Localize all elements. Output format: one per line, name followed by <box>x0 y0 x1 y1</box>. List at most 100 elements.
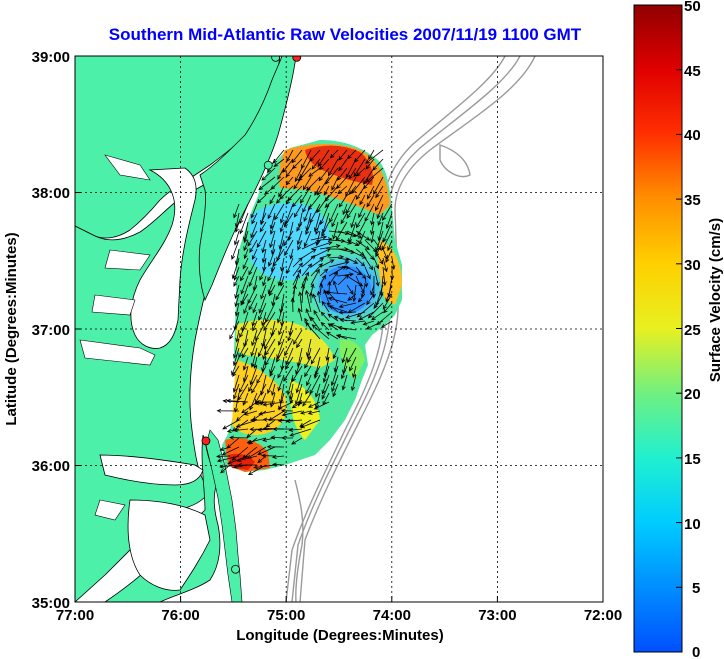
velocity-vector <box>300 410 312 415</box>
velocity-vector <box>269 230 276 249</box>
y-tick-label: 39:00 <box>32 49 70 66</box>
velocity-vector <box>331 374 339 393</box>
velocity-vector <box>278 320 285 336</box>
velocity-vector <box>268 248 276 267</box>
velocity-vector <box>318 167 330 182</box>
velocity-vector <box>252 302 258 314</box>
velocity-vector <box>284 356 294 370</box>
velocity-vector <box>308 291 313 304</box>
velocity-vector <box>323 185 330 196</box>
velocity-vector <box>302 176 312 191</box>
velocity-vector <box>302 194 312 214</box>
velocity-vector <box>373 293 384 310</box>
velocity-vector <box>233 392 240 413</box>
velocity-vector <box>229 320 240 340</box>
velocity-vector <box>300 283 306 304</box>
velocity-vector <box>227 455 249 465</box>
colorbar-tick-label: 5 <box>692 580 700 597</box>
velocity-vector <box>355 275 365 295</box>
velocity-vector <box>261 453 276 458</box>
velocity-vector <box>301 248 317 259</box>
velocity-vector <box>382 266 387 287</box>
velocity-vector <box>364 257 374 271</box>
velocity-vector <box>385 284 393 303</box>
velocity-vector <box>301 254 316 268</box>
velocity-vector <box>310 283 315 295</box>
velocity-vector <box>233 266 240 281</box>
velocity-vector <box>232 428 249 433</box>
velocity-vector <box>319 244 341 250</box>
velocity-vector <box>297 400 312 405</box>
velocity-vector <box>246 428 258 439</box>
velocity-vector <box>240 266 249 282</box>
velocity-vector <box>307 401 321 408</box>
velocity-vector <box>243 302 249 315</box>
velocity-vector <box>267 275 276 295</box>
velocity-vector <box>390 266 395 281</box>
velocity-vector <box>219 446 231 452</box>
velocity-vector <box>292 268 301 286</box>
velocity-vector <box>266 444 285 449</box>
velocity-vector <box>277 167 285 180</box>
velocity-vector <box>355 167 366 177</box>
velocity-vector <box>365 158 375 170</box>
velocity-vector <box>232 347 240 367</box>
velocity-vector <box>327 313 339 322</box>
velocity-vector <box>243 230 249 244</box>
velocity-vector <box>385 248 393 263</box>
velocity-vector <box>235 410 249 422</box>
velocity-vector <box>269 212 276 230</box>
velocity-vector <box>251 383 258 394</box>
velocity-vector <box>314 365 321 376</box>
velocity-vector <box>382 221 393 243</box>
velocity-vector <box>249 365 258 386</box>
velocity-vector <box>364 248 375 261</box>
velocity-vector <box>285 176 294 186</box>
velocity-vector <box>294 167 303 183</box>
velocity-vector <box>312 293 321 313</box>
velocity-vector <box>279 275 285 287</box>
velocity-vector <box>370 212 375 226</box>
velocity-vector <box>241 347 249 359</box>
velocity-vector <box>277 329 285 346</box>
velocity-vector <box>331 176 339 191</box>
velocity-vector <box>277 374 285 392</box>
velocity-vector <box>328 265 347 277</box>
velocity-vector <box>313 401 330 410</box>
velocity-vector <box>243 410 258 416</box>
velocity-vector <box>307 410 321 415</box>
velocity-vector <box>366 293 375 306</box>
velocity-vector <box>373 266 380 287</box>
velocity-vector <box>259 266 267 281</box>
grid-lines <box>75 56 603 602</box>
velocity-vector <box>290 297 295 313</box>
velocity-vector <box>306 374 312 387</box>
velocity-vector <box>234 302 240 317</box>
velocity-vector <box>248 374 258 393</box>
velocity-vector <box>281 408 294 413</box>
velocity-vector <box>234 284 240 300</box>
velocity-vector <box>302 392 312 407</box>
velocity-vector <box>362 320 375 326</box>
colorbar-tick-label: 0 <box>692 644 700 659</box>
velocity-vector <box>298 291 303 313</box>
velocity-vector <box>239 212 249 235</box>
velocity-vector <box>309 203 321 224</box>
velocity-vector <box>267 203 276 220</box>
velocity-vector <box>234 293 240 308</box>
velocity-vector <box>261 167 276 181</box>
velocity-vector <box>315 221 321 236</box>
velocity-vector <box>216 455 240 463</box>
velocity-vector <box>269 221 276 235</box>
velocity-vector <box>240 293 249 306</box>
velocity-vector <box>242 392 249 406</box>
velocity-vector <box>272 426 294 432</box>
velocity-vector <box>292 262 303 277</box>
velocity-vector <box>382 293 393 310</box>
velocity-vector <box>287 329 294 342</box>
velocity-vector <box>346 239 360 246</box>
velocity-vector <box>345 311 366 319</box>
y-tick-labels: 39:00 38:00 37:00 36:00 35:00 <box>32 49 70 612</box>
velocity-vector <box>342 203 348 216</box>
velocity-vector <box>381 230 393 251</box>
